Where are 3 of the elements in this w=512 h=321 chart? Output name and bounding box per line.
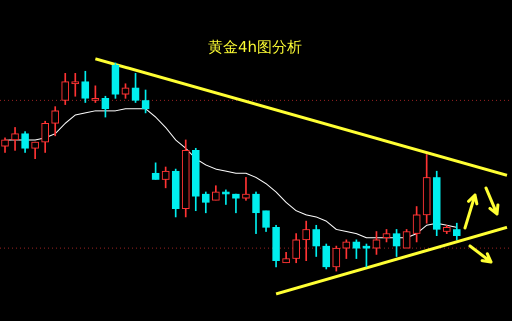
candlestick [232, 194, 240, 214]
chart-title: 黄金4h图分析 [208, 38, 302, 56]
candlestick [242, 177, 250, 201]
